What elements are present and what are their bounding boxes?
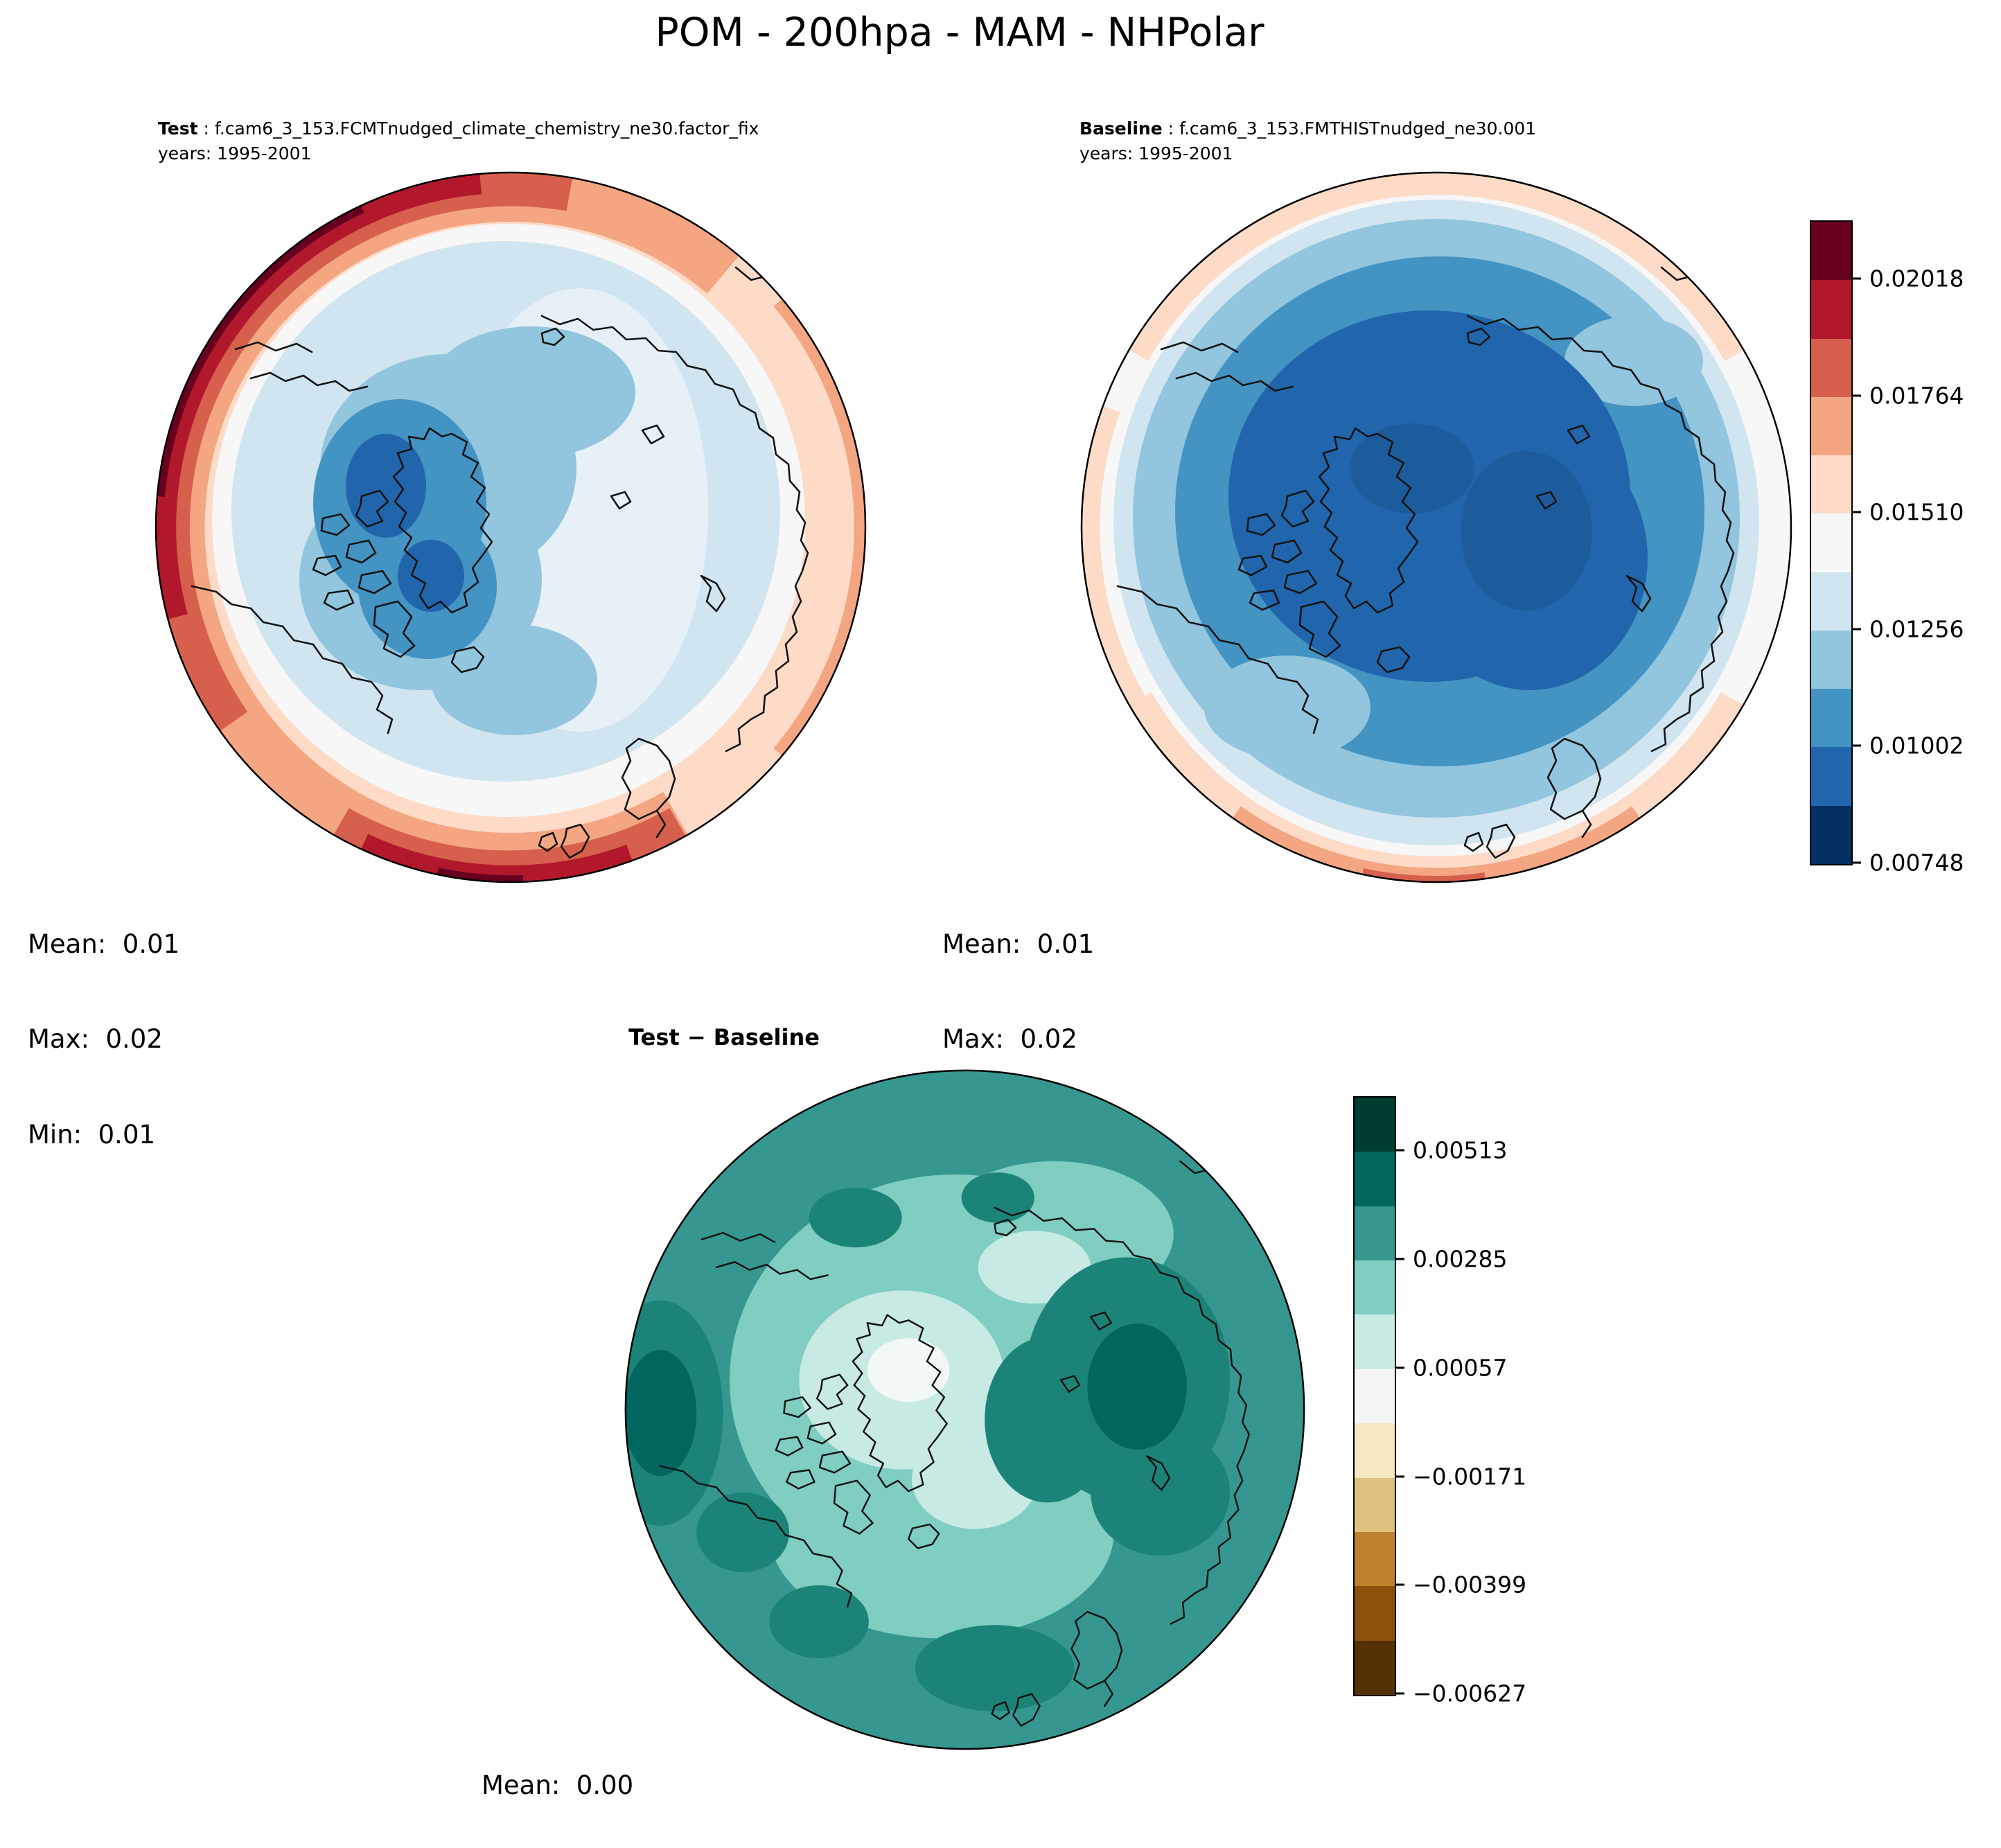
colorbar-segment	[1811, 689, 1851, 748]
colorbar-tick: 0.01256	[1851, 615, 1964, 642]
colorbar-tick-mark	[1851, 277, 1861, 280]
colorbar-segment	[1355, 1586, 1395, 1641]
test-map-border	[155, 171, 867, 883]
baseline-stat-mean: Mean: 0.01	[942, 929, 1095, 959]
baseline-panel-years: years: 1995-2001	[1079, 143, 1233, 164]
colorbar-segment	[1355, 1640, 1395, 1695]
colorbar-tick-label: 0.00513	[1413, 1136, 1508, 1164]
diff-panel-title: Test − Baseline	[628, 1024, 820, 1050]
colorbar-diff-ticks: 0.00513 0.00285 0.00057 −0.00171 −0.00399 −0.…	[1395, 1096, 1561, 1707]
colorbar-tick-mark	[1395, 1475, 1404, 1478]
colorbar-segment	[1811, 280, 1851, 339]
diff-map	[624, 1069, 1305, 1750]
colorbar-tick-mark	[1395, 1583, 1404, 1586]
colorbar-tick-label: −0.00399	[1413, 1571, 1527, 1599]
test-stats: Mean: 0.01 Max: 0.02 Min: 0.01	[28, 865, 179, 1215]
colorbar-main-ticks: 0.02018 0.01764 0.01510 0.01256 0.01002 0.007…	[1851, 220, 2001, 877]
colorbar-tick: 0.01764	[1851, 382, 1964, 409]
diff-map-contours	[625, 1070, 1305, 1750]
colorbar-tick-mark	[1395, 1149, 1404, 1152]
colorbar-segment	[1811, 747, 1851, 806]
baseline-map	[1080, 171, 1792, 883]
baseline-panel-header: Baseline : f.cam6_3_153.FMTHISTnudged_ne…	[1079, 116, 1536, 167]
colorbar-segment	[1355, 1369, 1395, 1424]
test-panel-header: Test : f.cam6_3_153.FCMTnudged_climate_c…	[158, 116, 759, 167]
colorbar-tick-label: 0.00057	[1413, 1354, 1508, 1382]
colorbar-tick-mark	[1851, 861, 1861, 864]
colorbar-tick-label: −0.00171	[1413, 1463, 1527, 1490]
colorbar-tick: 0.02018	[1851, 265, 1964, 292]
colorbar-tick: −0.00627	[1395, 1680, 1526, 1707]
colorbar-segment	[1811, 338, 1851, 397]
colorbar-segment	[1355, 1477, 1395, 1532]
colorbar-tick-mark	[1851, 628, 1861, 631]
baseline-panel-title: Baseline : f.cam6_3_153.FMTHISTnudged_ne…	[1079, 116, 1536, 141]
test-panel-years: years: 1995-2001	[158, 143, 312, 164]
baseline-stat-max: Max: 0.02	[942, 1024, 1077, 1055]
colorbar-diff-bar	[1353, 1096, 1396, 1696]
colorbar-tick-mark	[1851, 394, 1861, 397]
colorbar-segment	[1355, 1152, 1395, 1206]
test-map	[155, 171, 867, 883]
colorbar-segment	[1811, 805, 1851, 864]
colorbar-segment	[1811, 630, 1851, 689]
colorbar-tick-label: 0.01002	[1869, 732, 1964, 759]
colorbar-segment	[1355, 1314, 1395, 1369]
colorbar-tick: 0.00748	[1851, 850, 1964, 877]
colorbar-tick-label: −0.00627	[1413, 1680, 1527, 1707]
diff-map-border	[624, 1069, 1305, 1750]
colorbar-tick-mark	[1395, 1258, 1404, 1260]
diff-stats: Mean: 0.00 Max: 0.01 Min: 0.00	[482, 1706, 633, 1848]
colorbar-segment	[1811, 455, 1851, 514]
baseline-panel-dataset: : f.cam6_3_153.FMTHISTnudged_ne30.001	[1162, 118, 1537, 139]
colorbar-tick: 0.00285	[1395, 1246, 1507, 1273]
colorbar-tick-mark	[1395, 1692, 1404, 1695]
colorbar-segment	[1355, 1098, 1395, 1152]
colorbar-tick: 0.00513	[1395, 1137, 1507, 1164]
colorbar-segment	[1355, 1531, 1395, 1587]
test-stat-min: Min: 0.01	[28, 1120, 156, 1150]
test-stat-mean: Mean: 0.01	[28, 929, 180, 959]
colorbar-segment	[1355, 1206, 1395, 1261]
colorbar-segment	[1355, 1423, 1395, 1478]
colorbar-tick-mark	[1851, 511, 1861, 513]
colorbar-tick-label: 0.01510	[1869, 498, 1964, 526]
colorbar-segment	[1355, 1260, 1395, 1315]
colorbar-tick-mark	[1851, 744, 1861, 747]
colorbar-tick-label: 0.01256	[1869, 615, 1964, 643]
diff-stat-mean: Mean: 0.00	[482, 1770, 634, 1800]
colorbar-tick-label: 0.02018	[1869, 265, 1964, 292]
colorbar-segment	[1811, 396, 1851, 456]
colorbar-segment	[1811, 513, 1851, 572]
colorbar-tick: −0.00399	[1395, 1572, 1526, 1599]
test-panel-name: Test	[158, 118, 198, 139]
figure-title: POM - 200hpa - MAM - NHPolar	[655, 10, 1264, 55]
colorbar-tick-label: 0.00285	[1413, 1245, 1508, 1273]
baseline-map-contours	[1082, 173, 1791, 882]
colorbar-main-bar	[1810, 220, 1853, 865]
colorbar-tick: −0.00171	[1395, 1463, 1526, 1490]
test-stat-max: Max: 0.02	[28, 1024, 163, 1055]
colorbar-tick: 0.00057	[1395, 1354, 1507, 1381]
baseline-map-border	[1080, 171, 1792, 883]
colorbar-tick-mark	[1395, 1366, 1404, 1369]
colorbar-segment	[1811, 572, 1851, 631]
colorbar-tick-label: 0.01764	[1869, 382, 1964, 410]
baseline-panel-name: Baseline	[1079, 118, 1163, 139]
colorbar-tick: 0.01002	[1851, 732, 1964, 759]
colorbar-tick-label: 0.00748	[1869, 849, 1964, 877]
test-map-contours	[156, 173, 865, 882]
test-panel-title: Test : f.cam6_3_153.FCMTnudged_climate_c…	[158, 116, 759, 141]
colorbar-segment	[1811, 222, 1851, 281]
colorbar-tick: 0.01510	[1851, 499, 1964, 526]
test-panel-dataset: : f.cam6_3_153.FCMTnudged_climate_chemis…	[197, 118, 759, 139]
